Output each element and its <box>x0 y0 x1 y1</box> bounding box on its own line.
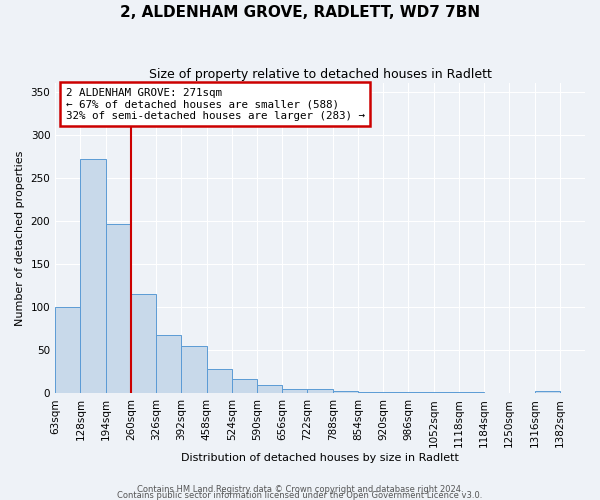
Title: Size of property relative to detached houses in Radlett: Size of property relative to detached ho… <box>149 68 491 80</box>
Bar <box>181 346 206 394</box>
Text: 2 ALDENHAM GROVE: 271sqm
← 67% of detached houses are smaller (588)
32% of semi-: 2 ALDENHAM GROVE: 271sqm ← 67% of detach… <box>66 88 365 121</box>
Bar <box>409 392 434 394</box>
Bar <box>257 384 282 394</box>
Bar <box>282 389 307 394</box>
Bar <box>232 378 257 394</box>
Y-axis label: Number of detached properties: Number of detached properties <box>15 150 25 326</box>
Bar <box>459 392 484 394</box>
Bar <box>80 159 106 394</box>
Bar <box>156 334 181 394</box>
Text: 2, ALDENHAM GROVE, RADLETT, WD7 7BN: 2, ALDENHAM GROVE, RADLETT, WD7 7BN <box>120 5 480 20</box>
Bar <box>434 392 459 394</box>
X-axis label: Distribution of detached houses by size in Radlett: Distribution of detached houses by size … <box>181 452 459 462</box>
Text: Contains public sector information licensed under the Open Government Licence v3: Contains public sector information licen… <box>118 490 482 500</box>
Bar <box>535 390 560 394</box>
Bar <box>131 294 156 394</box>
Bar <box>307 389 332 394</box>
Bar <box>383 392 409 394</box>
Bar <box>358 392 383 394</box>
Bar <box>206 369 232 394</box>
Text: Contains HM Land Registry data © Crown copyright and database right 2024.: Contains HM Land Registry data © Crown c… <box>137 485 463 494</box>
Bar <box>332 390 358 394</box>
Bar <box>55 307 80 394</box>
Bar <box>106 224 131 394</box>
